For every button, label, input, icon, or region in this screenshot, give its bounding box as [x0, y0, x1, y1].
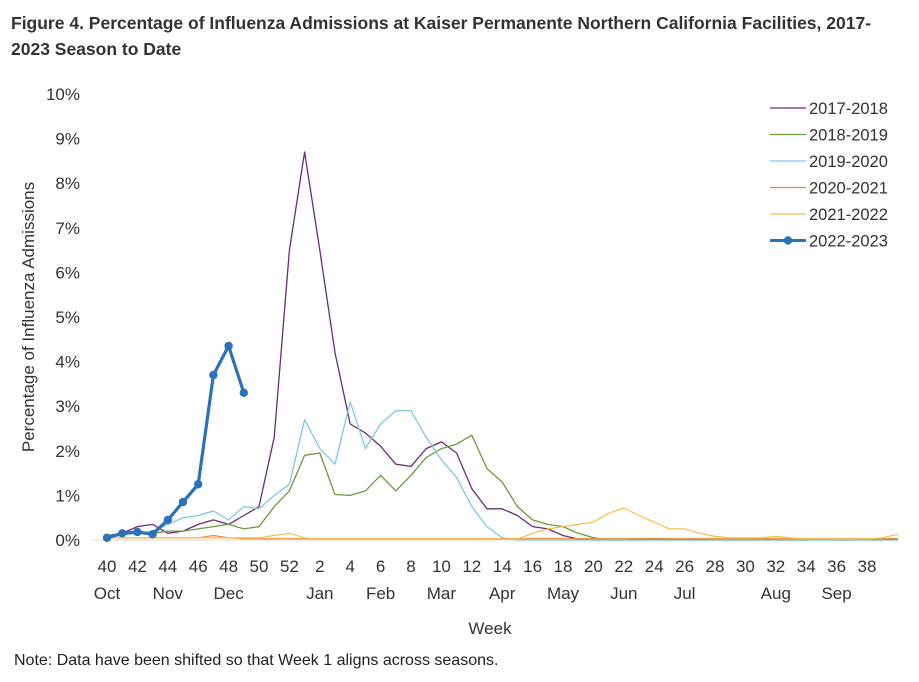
data-point [224, 341, 233, 351]
x-tick-label: 30 [736, 557, 755, 576]
y-axis: 0% 1% 2% 3% 4% 5% 6% 7% 8% 9% 10% [46, 85, 80, 550]
footnote: Note: Data have been shifted so that Wee… [14, 652, 499, 669]
month-label: Aug [761, 584, 791, 603]
x-tick-label: 18 [554, 557, 573, 576]
series-line-2021-2022 [106, 507, 899, 540]
y-tick-label: 1% [55, 486, 80, 505]
month-label: Mar [427, 584, 457, 603]
y-tick-label: 2% [55, 442, 80, 461]
x-tick-label: 28 [706, 557, 725, 576]
x-tick-label: 50 [250, 557, 269, 576]
x-tick-label: 24 [645, 557, 664, 576]
x-tick-label: 10 [432, 557, 451, 576]
chart-title: Figure 4. Percentage of Influenza Admiss… [11, 13, 872, 59]
data-point [118, 529, 127, 538]
x-tick-label: 36 [827, 557, 846, 576]
month-label: May [547, 584, 580, 603]
month-label: Apr [489, 584, 516, 603]
legend-label: 2021-2022 [809, 206, 888, 224]
x-tick-label: 42 [128, 557, 147, 576]
series-lines [102, 151, 899, 542]
data-point [148, 530, 157, 539]
x-tick-label: 34 [797, 557, 816, 576]
x-tick-label: 44 [158, 557, 177, 576]
data-point [194, 480, 203, 489]
y-tick-label: 9% [55, 130, 80, 149]
legend-label: 2020-2021 [809, 180, 888, 198]
data-point [133, 527, 142, 537]
y-tick-label: 8% [55, 174, 80, 193]
legend-label: 2022-2023 [809, 233, 888, 251]
data-point [209, 370, 218, 380]
y-tick-label: 6% [55, 263, 80, 282]
x-tick-label: 22 [614, 557, 633, 576]
month-label: Oct [94, 584, 121, 603]
series-line-2019-2020 [106, 401, 899, 541]
x-tick-label: 48 [219, 557, 238, 576]
legend-marker [783, 236, 793, 245]
data-point [178, 497, 188, 507]
x-axis-label: Week [468, 619, 512, 638]
month-label: Feb [366, 584, 395, 603]
x-tick-label: 12 [462, 557, 481, 576]
month-label: Sep [821, 584, 851, 603]
x-axis: 40 42 44 46 48 50 52 2 4 6 8 10 12 14 16 18 20 22 24 26 28 30… [94, 557, 877, 603]
x-tick-label: 20 [584, 557, 603, 576]
legend: 2017-2018 2018-2019 2019-2020 2020-2021 2021… [770, 100, 888, 251]
x-tick-label: 32 [766, 557, 785, 576]
data-point [163, 515, 172, 525]
y-tick-label: 5% [55, 308, 80, 327]
x-tick-label: 6 [376, 557, 385, 576]
series-line-2022-2023 [105, 344, 246, 540]
y-tick-label: 0% [55, 531, 80, 550]
month-label: Nov [153, 584, 184, 603]
x-tick-label: 52 [280, 557, 299, 576]
month-label: Jun [610, 584, 637, 603]
legend-label: 2017-2018 [809, 100, 888, 118]
y-tick-label: 3% [55, 397, 80, 416]
x-tick-label: 16 [523, 557, 542, 576]
x-tick-label: 8 [406, 557, 415, 576]
y-tick-label: 4% [55, 353, 80, 372]
month-label: Dec [213, 584, 244, 603]
legend-label: 2018-2019 [809, 127, 888, 145]
x-tick-label: 40 [98, 557, 117, 576]
x-tick-label: 2 [315, 557, 324, 576]
data-point [239, 388, 248, 398]
x-tick-label: 14 [493, 557, 512, 576]
x-tick-label: 46 [189, 557, 208, 576]
y-tick-label: 7% [55, 219, 80, 238]
month-label: Jan [306, 584, 333, 603]
x-tick-label: 26 [675, 557, 694, 576]
y-tick-label: 10% [46, 85, 80, 104]
y-axis-label: Percentage of Influenza Admissions [19, 182, 38, 452]
legend-label: 2019-2020 [809, 153, 888, 171]
x-tick-label: 38 [858, 557, 877, 576]
month-label: Jul [674, 584, 696, 603]
x-tick-label: 4 [345, 557, 354, 576]
series-line-2018-2019 [106, 434, 899, 541]
data-point [102, 533, 112, 542]
